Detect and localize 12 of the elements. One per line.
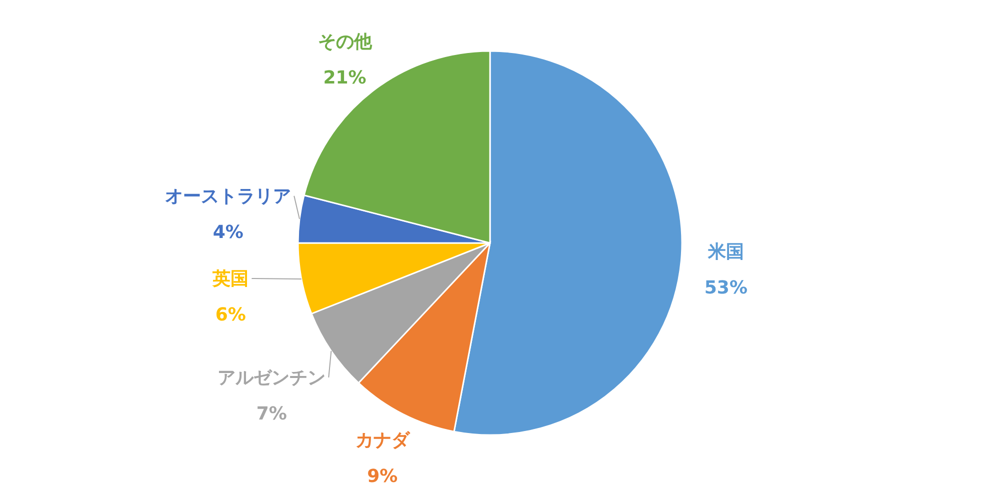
slice-label: アルゼンチン — [218, 367, 326, 388]
slice-label: その他 — [318, 32, 373, 53]
data-label: 53% — [704, 277, 748, 298]
data-label: 7% — [256, 403, 287, 424]
slice-label: カナダ — [355, 430, 410, 452]
data-label: 21% — [323, 68, 366, 89]
data-label: 6% — [215, 304, 246, 326]
slice-label: 米国 — [706, 241, 744, 262]
slice-label: 英国 — [212, 268, 249, 290]
data-label: 9% — [367, 466, 398, 487]
slice-label: オーストラリア — [165, 186, 292, 207]
data-label: 4% — [212, 222, 244, 243]
